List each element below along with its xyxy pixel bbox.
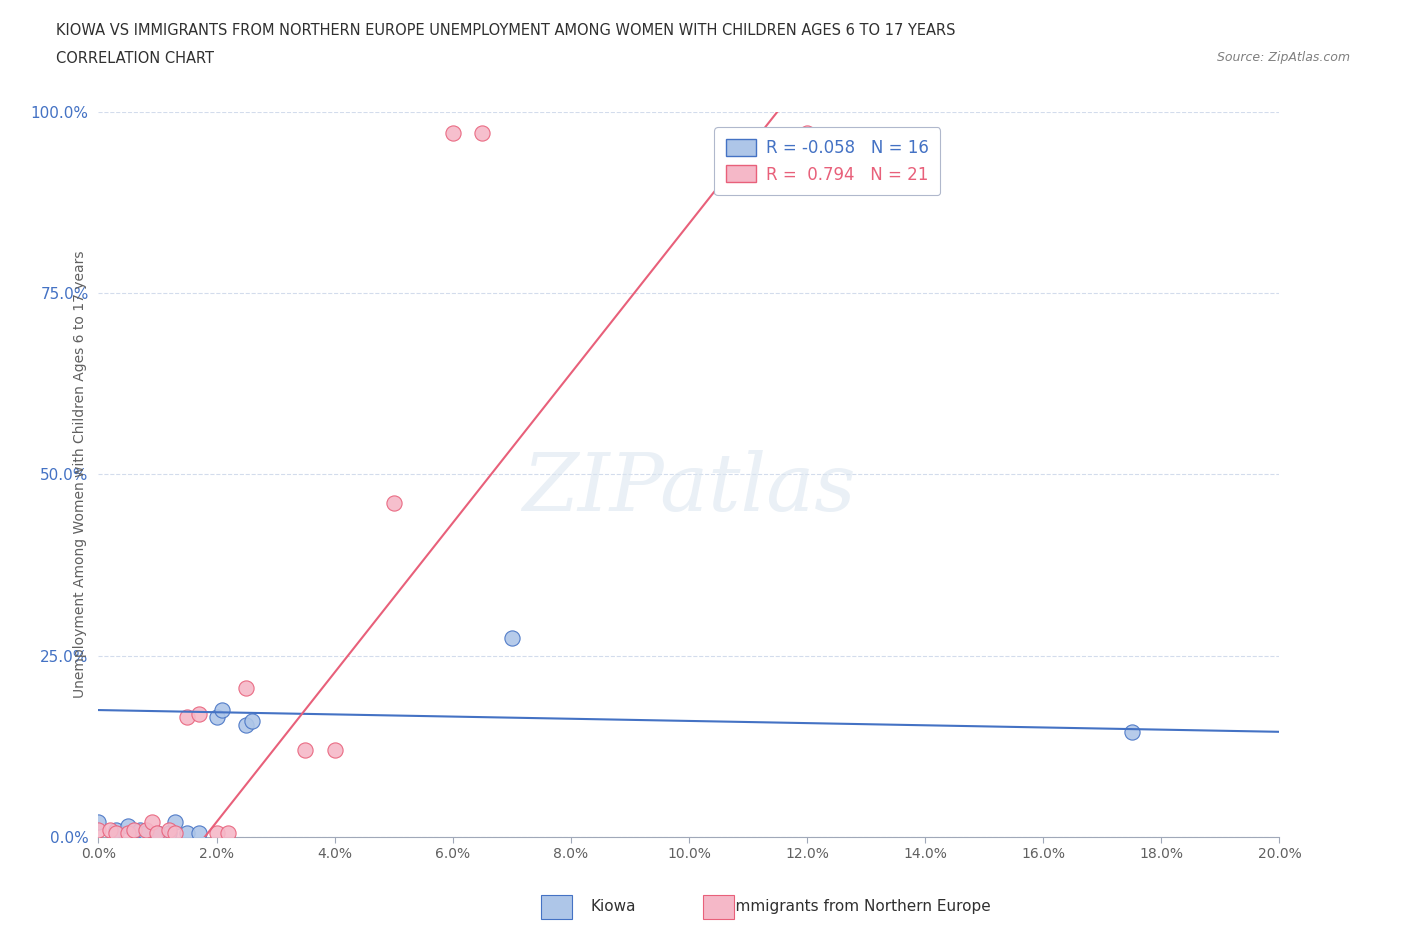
Point [105,822,128,837]
Point [211,703,233,718]
Text: ZIPatlas: ZIPatlas [522,450,856,527]
Point [117,818,139,833]
Point [471,126,494,140]
Point [796,126,818,140]
Point [98,822,121,837]
Point [240,713,263,728]
Point [176,826,198,841]
Point [141,815,163,830]
Point [135,822,157,837]
Point [176,710,198,724]
Point [1121,724,1143,739]
Point [146,826,169,841]
Point [187,826,209,841]
Point [165,826,187,841]
Point [235,681,257,696]
Point [165,815,187,830]
Point [382,496,405,511]
Text: Source: ZipAtlas.com: Source: ZipAtlas.com [1216,51,1350,64]
Point [187,706,209,721]
Point [128,822,150,837]
Point [135,826,157,841]
Text: Kiowa: Kiowa [591,899,636,914]
Y-axis label: Unemployment Among Women with Children Ages 6 to 17 years: Unemployment Among Women with Children A… [73,250,87,698]
Point [501,631,523,645]
Point [323,742,346,757]
Point [217,826,239,841]
Point [441,126,464,140]
Point [205,710,228,724]
Point [235,717,257,732]
Point [122,822,145,837]
Point [157,826,180,841]
Point [105,826,128,841]
Point [205,826,228,841]
Point [157,822,180,837]
Text: KIOWA VS IMMIGRANTS FROM NORTHERN EUROPE UNEMPLOYMENT AMONG WOMEN WITH CHILDREN : KIOWA VS IMMIGRANTS FROM NORTHERN EUROPE… [56,23,956,38]
Point [294,742,316,757]
Point [146,826,169,841]
Text: Immigrants from Northern Europe: Immigrants from Northern Europe [731,899,991,914]
Point [117,826,139,841]
Text: CORRELATION CHART: CORRELATION CHART [56,51,214,66]
Point [87,815,110,830]
Point [87,822,110,837]
Legend: R = -0.058   N = 16, R =  0.794   N = 21: R = -0.058 N = 16, R = 0.794 N = 21 [714,127,941,195]
